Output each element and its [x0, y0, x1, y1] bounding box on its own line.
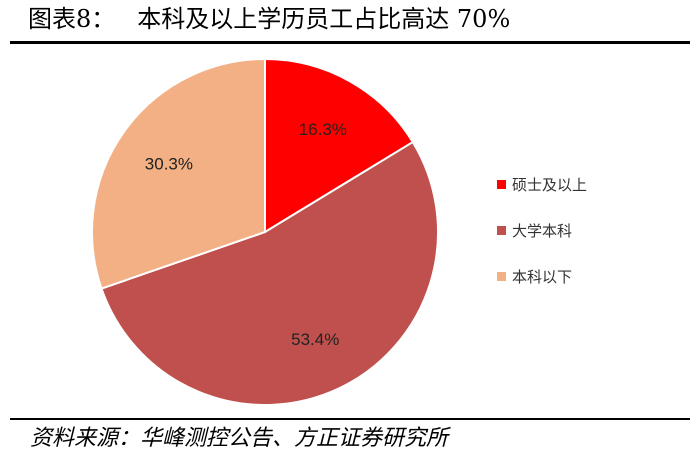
source-rule	[10, 418, 690, 420]
chart-title: 图表8： 本科及以上学历员工占比高达 70%	[28, 4, 510, 34]
pie-slice-labels: 16.3% 53.4% 30.3%	[145, 120, 347, 349]
legend-label-3: 本科以下	[512, 268, 572, 286]
legend-swatch-2	[497, 226, 506, 235]
pie-slice-3	[91, 57, 266, 290]
slice-data-label-3: 30.3%	[145, 155, 193, 174]
title-text: 本科及以上学历员工占比高达 70%	[137, 5, 511, 33]
figure-number: 图表8：	[28, 5, 116, 33]
slice-data-label-1: 16.3%	[299, 120, 347, 139]
legend-swatch-1	[497, 180, 506, 189]
pie-slice-1	[264, 57, 415, 234]
legend-label-2: 大学本科	[512, 222, 572, 240]
legend-swatch-3	[497, 272, 506, 281]
source-note: 资料来源：华峰测控公告、方正证券研究所	[30, 426, 449, 451]
pie-slices	[91, 57, 439, 406]
title-rule	[10, 41, 690, 44]
pie-slice-2	[100, 140, 439, 406]
slice-data-label-2: 53.4%	[291, 330, 339, 349]
legend-label-1: 硕士及以上	[512, 176, 587, 194]
